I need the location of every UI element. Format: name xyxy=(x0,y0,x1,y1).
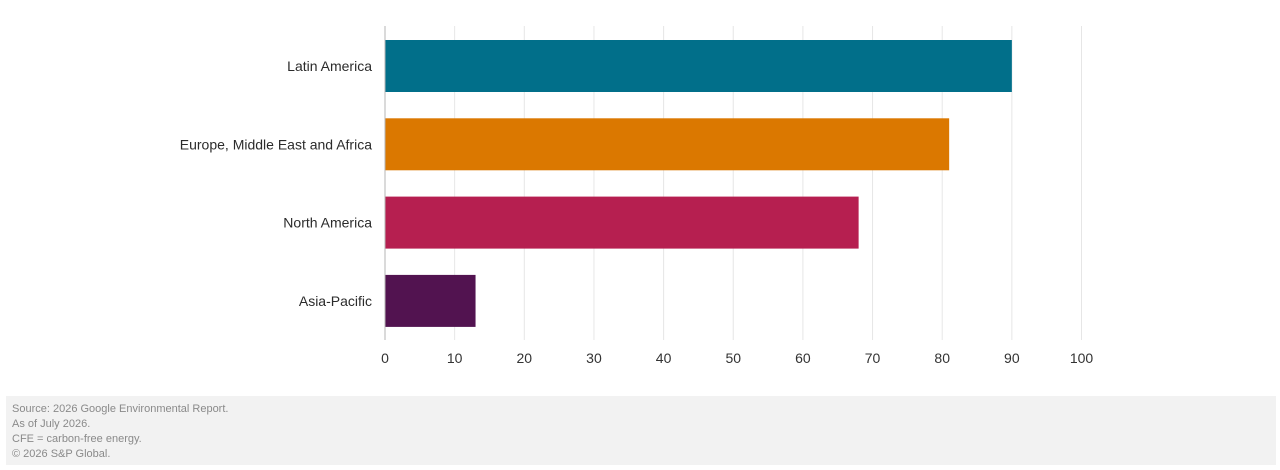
bar xyxy=(385,274,476,327)
x-tick-label: 100 xyxy=(1070,350,1094,366)
chart-footer: Source: 2026 Google Environmental Report… xyxy=(6,396,1276,465)
x-tick-label: 20 xyxy=(517,350,533,366)
x-tick-label: 0 xyxy=(381,350,389,366)
category-labels: Latin America Europe, Middle East and Afr… xyxy=(180,58,372,309)
x-tick-label: 60 xyxy=(795,350,811,366)
bar xyxy=(385,196,859,249)
footer-note: CFE = carbon-free energy. xyxy=(12,433,142,445)
x-tick-labels: 0 10 20 30 40 50 60 70 80 90 100 xyxy=(381,350,1093,366)
category-label: Latin America xyxy=(287,58,372,74)
x-tick-label: 30 xyxy=(586,350,602,366)
footer-date: As of July 2026. xyxy=(12,418,91,430)
footer-source: Source: 2026 Google Environmental Report… xyxy=(12,403,229,415)
x-tick-label: 40 xyxy=(656,350,672,366)
bars xyxy=(385,40,1012,327)
x-tick-label: 90 xyxy=(1004,350,1020,366)
bar xyxy=(385,118,950,171)
x-tick-label: 10 xyxy=(447,350,463,366)
x-tick-label: 70 xyxy=(865,350,881,366)
category-label: Europe, Middle East and Africa xyxy=(180,136,372,152)
bar xyxy=(385,40,1012,92)
footer-copyright: © 2026 S&P Global. xyxy=(12,448,111,460)
category-label: Asia-Pacific xyxy=(299,293,372,309)
category-label: North America xyxy=(283,215,372,231)
x-tick-label: 50 xyxy=(725,350,741,366)
x-tick-label: 80 xyxy=(934,350,950,366)
bar-chart: Latin America Europe, Middle East and Afr… xyxy=(180,26,1093,366)
